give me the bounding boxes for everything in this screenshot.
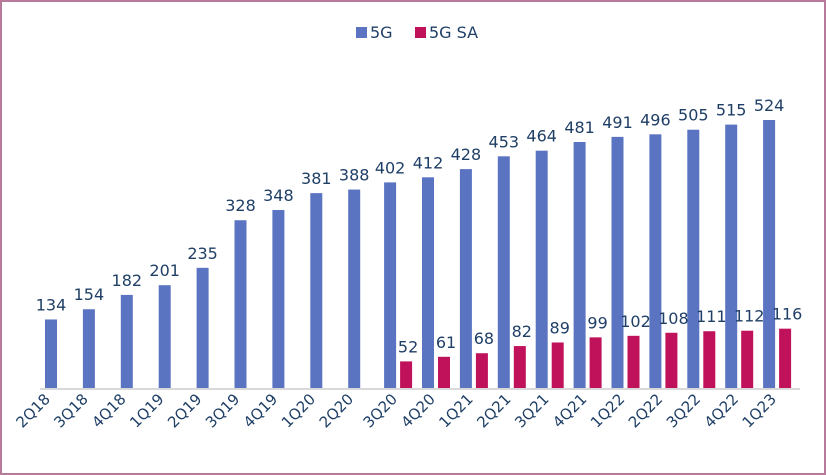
data-label-5g-sa: 102 xyxy=(620,312,651,331)
data-label-5g: 515 xyxy=(716,101,747,120)
legend-label-5g: 5G xyxy=(370,23,393,42)
data-labels: 134 154 182 201 235 328 348 381 388 402 52 412 61 428… xyxy=(36,96,803,356)
bar-5g xyxy=(310,193,323,388)
data-label-5g: 388 xyxy=(339,166,370,185)
x-tick-label: 4Q20 xyxy=(398,390,439,431)
x-tick-label: 2Q18 xyxy=(13,390,54,431)
bar-5g xyxy=(535,150,548,388)
data-label-5g-sa: 52 xyxy=(398,337,418,356)
data-label-5g: 481 xyxy=(564,118,595,137)
data-label-5g: 201 xyxy=(149,261,180,280)
bar-5g xyxy=(158,285,171,388)
legend-label-5g-sa: 5G SA xyxy=(429,23,478,42)
data-label-5g: 524 xyxy=(754,96,785,115)
bar-5g xyxy=(348,189,361,388)
bar-5g-sa xyxy=(475,353,488,388)
x-tick-label: 1Q23 xyxy=(739,390,780,431)
data-label-5g-sa: 116 xyxy=(772,305,803,324)
x-tick-label: 4Q22 xyxy=(701,390,742,431)
bar-5g-sa xyxy=(703,331,716,388)
bar-5g xyxy=(687,129,700,388)
bar-5g xyxy=(422,177,434,388)
data-label-5g-sa: 111 xyxy=(696,307,727,326)
data-label-5g: 453 xyxy=(489,132,520,151)
data-label-5g-sa: 89 xyxy=(550,318,570,337)
data-label-5g: 428 xyxy=(451,145,482,164)
data-label-5g: 496 xyxy=(640,110,671,129)
data-label-5g: 412 xyxy=(413,153,444,172)
bar-5g xyxy=(763,120,776,388)
bar-5g xyxy=(234,220,247,388)
x-tick-label: 2Q21 xyxy=(473,390,514,431)
data-label-5g: 505 xyxy=(678,106,709,125)
data-label-5g: 491 xyxy=(602,113,633,132)
bar-5g xyxy=(384,182,397,388)
x-tick-label: 1Q20 xyxy=(278,390,319,431)
x-tick-label: 1Q21 xyxy=(435,390,476,431)
data-label-5g-sa: 99 xyxy=(587,313,607,332)
bar-5g-sa xyxy=(400,361,413,388)
data-label-5g-sa: 68 xyxy=(474,329,494,348)
x-tick-label: 2Q22 xyxy=(625,390,666,431)
bar-5g-sa xyxy=(779,328,792,388)
data-label-5g-sa: 82 xyxy=(512,322,532,341)
bar-5g-sa xyxy=(589,337,602,388)
x-tick-label: 4Q18 xyxy=(88,390,129,431)
x-tick-label: 4Q19 xyxy=(240,390,281,431)
bar-5g xyxy=(45,319,57,388)
data-label-5g: 154 xyxy=(74,285,105,304)
bar-5g xyxy=(725,124,738,388)
bar-5g-sa xyxy=(551,342,564,388)
data-label-5g: 348 xyxy=(263,186,294,205)
data-label-5g-sa: 61 xyxy=(436,333,456,352)
x-tick-label: 2Q19 xyxy=(164,390,205,431)
data-label-5g: 134 xyxy=(36,295,67,314)
data-label-5g: 464 xyxy=(526,127,557,146)
legend-swatch-5g-sa xyxy=(415,27,426,38)
x-tick-label: 3Q18 xyxy=(50,390,91,431)
legend: 5G 5G SA xyxy=(356,23,478,42)
data-label-5g: 381 xyxy=(301,169,332,188)
data-label-5g-sa: 108 xyxy=(658,309,689,328)
bar-5g xyxy=(649,134,662,388)
bar-5g xyxy=(120,294,133,388)
data-label-5g: 328 xyxy=(225,196,256,215)
data-label-5g-sa: 112 xyxy=(734,307,765,326)
x-tick-label: 1Q22 xyxy=(587,390,628,431)
x-tick-label: 4Q21 xyxy=(549,390,590,431)
bar-5g-sa xyxy=(741,330,754,388)
x-tick-label: 3Q22 xyxy=(663,390,704,431)
x-tick-label: 2Q20 xyxy=(316,390,357,431)
x-tick-label: 3Q20 xyxy=(360,390,401,431)
bar-5g xyxy=(82,309,95,388)
legend-swatch-5g xyxy=(356,27,367,38)
bar-5g xyxy=(573,141,586,388)
x-tick-label: 1Q19 xyxy=(126,390,167,431)
bar-5g xyxy=(459,169,472,388)
bar-5g xyxy=(272,210,285,388)
bar-5g-sa xyxy=(513,346,526,388)
bar-5g-sa xyxy=(627,335,640,388)
bar-5g xyxy=(611,136,624,388)
bar-5g-sa xyxy=(665,332,678,388)
bar-5g-sa xyxy=(438,356,450,388)
x-tick-label: 3Q19 xyxy=(202,390,243,431)
bar-5g xyxy=(497,156,510,388)
data-label-5g: 182 xyxy=(112,271,143,290)
data-label-5g: 402 xyxy=(375,158,406,177)
bar-5g xyxy=(196,267,209,388)
data-label-5g: 235 xyxy=(187,244,218,263)
bars xyxy=(45,120,792,388)
x-tick-label: 3Q21 xyxy=(511,390,552,431)
